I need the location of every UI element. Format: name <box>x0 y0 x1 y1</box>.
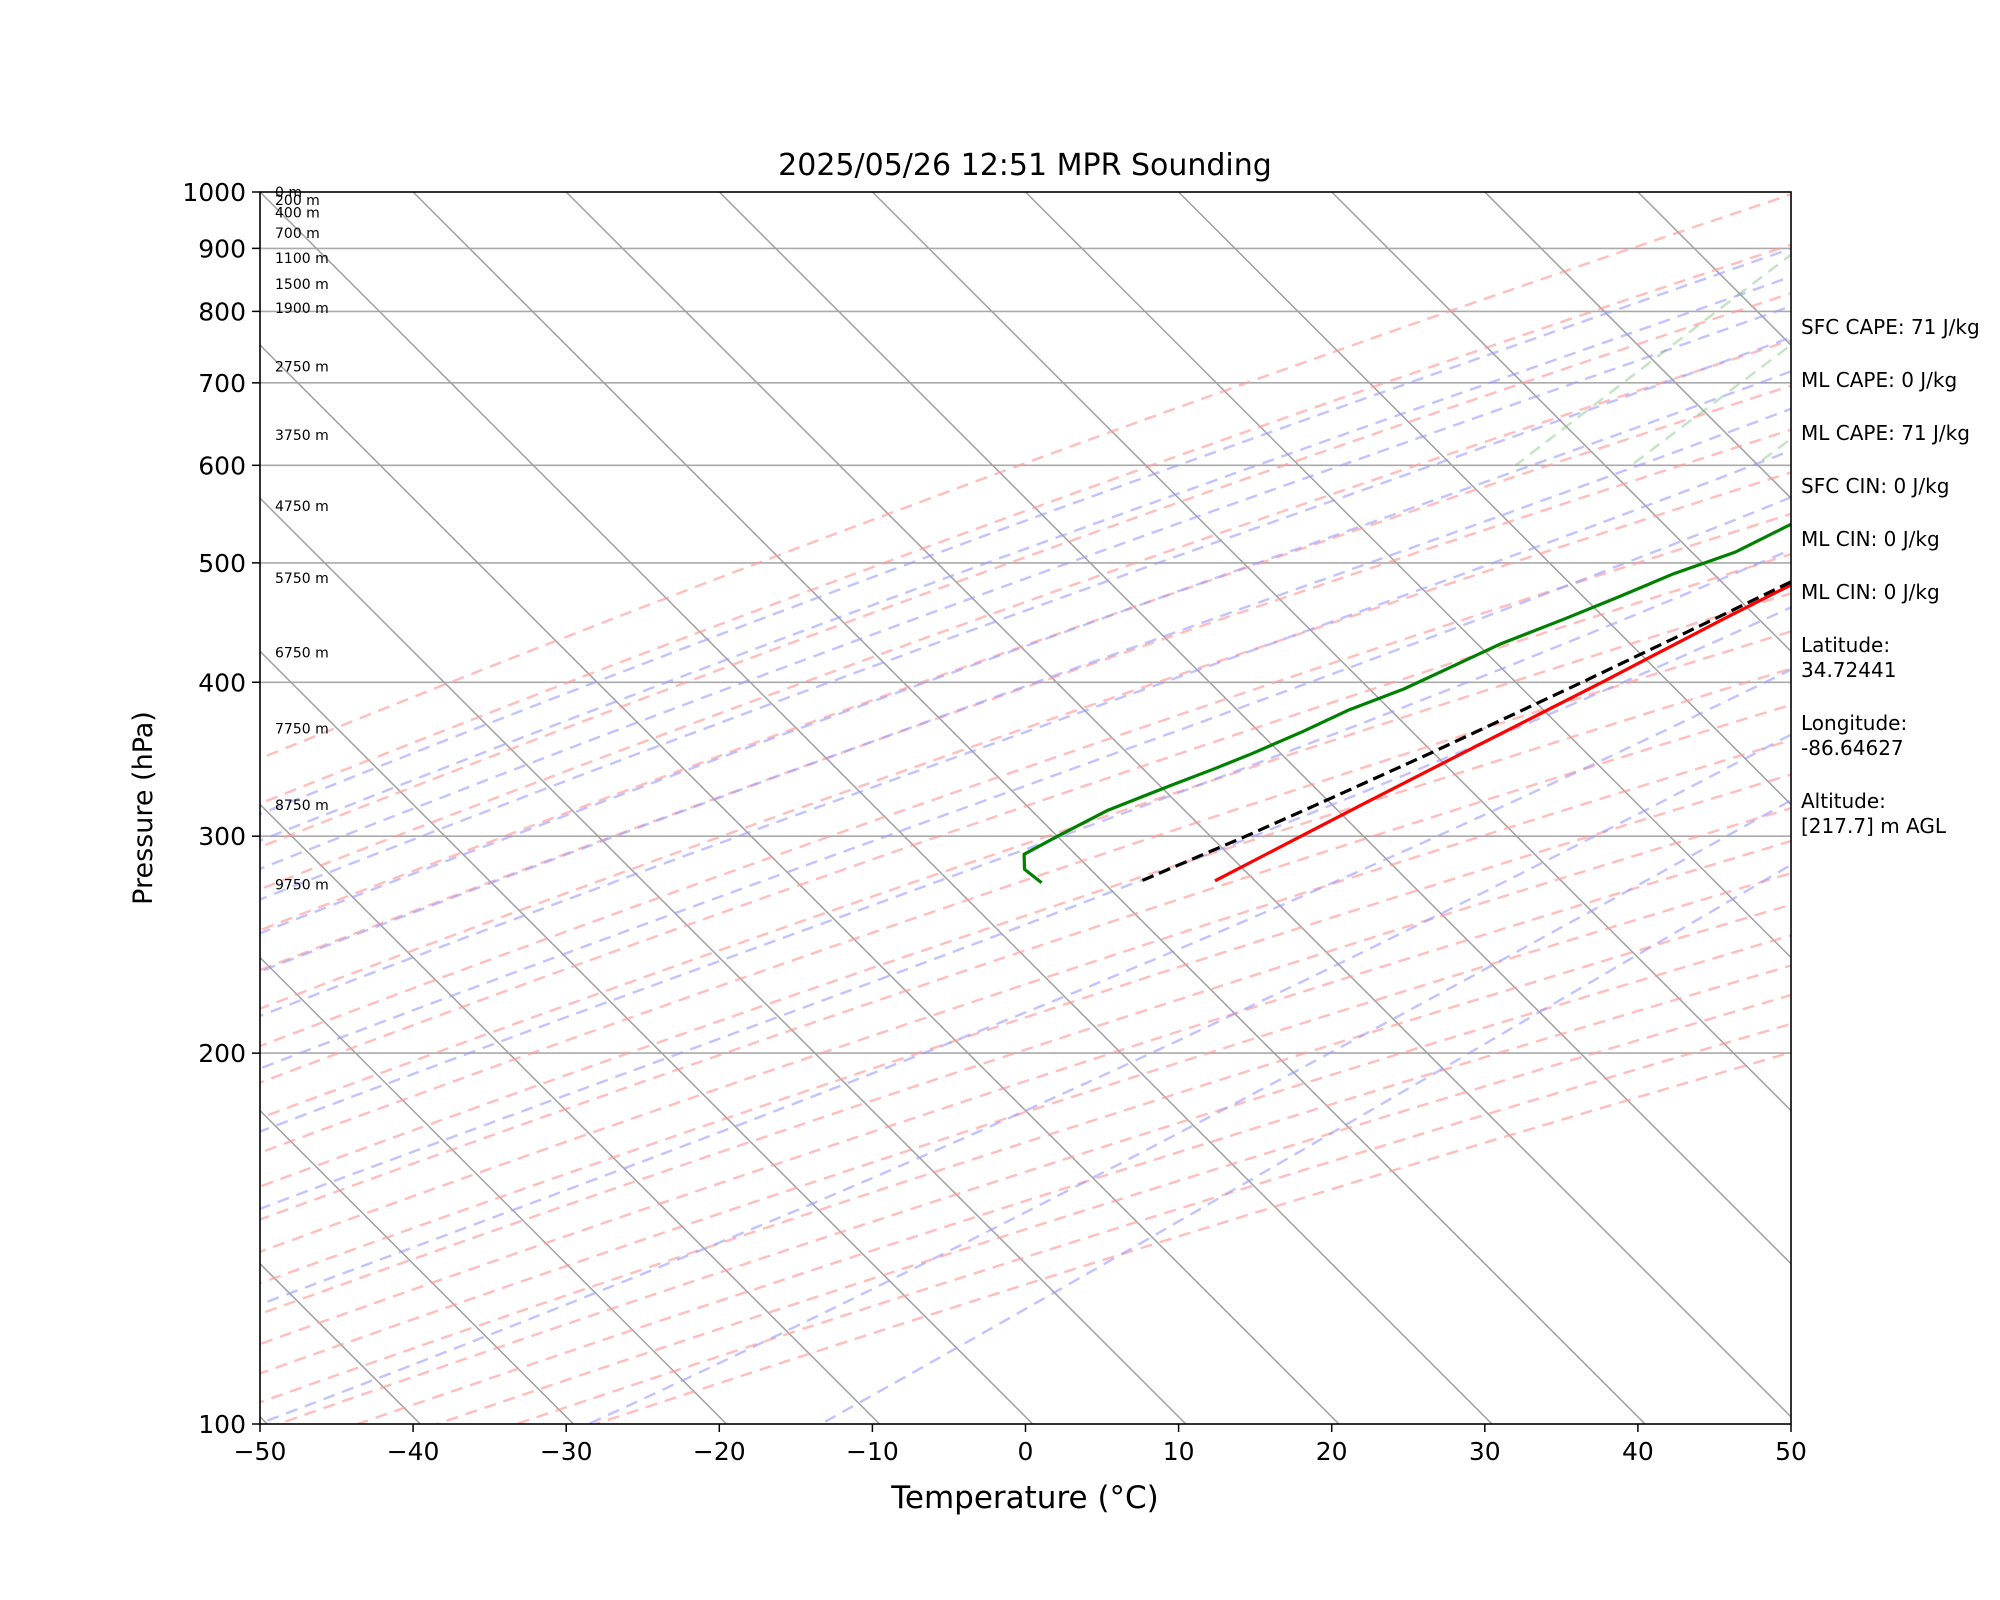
height-label: 400 m <box>275 206 320 222</box>
isotherm-line <box>260 344 1340 1424</box>
isotherm-line <box>1024 192 1791 959</box>
mixing-ratio-line <box>1514 253 1791 467</box>
isotherm-line <box>260 803 881 1424</box>
x-tick-label: 50 <box>1775 1437 1807 1466</box>
background-reference-lines <box>0 192 1791 1424</box>
dry-adiabat-line <box>260 738 1791 1254</box>
x-tick-label: −30 <box>540 1437 593 1466</box>
y-axis-label: Pressure (hPa) <box>128 711 159 905</box>
sounding-parameter: ML CIN: 0 J/kg <box>1801 580 1940 604</box>
isotherm-line <box>1178 192 1791 806</box>
x-tick-label: 0 <box>1018 1437 1034 1466</box>
isotherm-line <box>871 192 1791 1112</box>
height-label: 1500 m <box>275 277 329 293</box>
x-tick-label: −10 <box>846 1437 899 1466</box>
dry-adiabat-line <box>357 964 1791 1424</box>
height-label: 1100 m <box>275 251 329 267</box>
sounding-parameter: Latitude: 34.72441 <box>1801 633 1897 682</box>
isotherm-line <box>260 650 1034 1424</box>
isotherm-line <box>412 192 1646 1424</box>
sounding-parameter: ML CIN: 0 J/kg <box>1801 527 1940 551</box>
height-label: 200 m <box>275 193 320 209</box>
isotherm-line <box>260 1109 574 1424</box>
height-label: 2750 m <box>275 359 329 375</box>
dry-adiabat-line <box>278 934 1791 1424</box>
y-tick-label: 200 <box>198 1039 246 1068</box>
parcel-profile <box>1140 580 1791 883</box>
sounding-parameter: SFC CIN: 0 J/kg <box>1801 474 1950 498</box>
moist-adiabat-line <box>260 304 1791 871</box>
sounding-parameter: Longitude: -86.64627 <box>1801 711 1908 760</box>
dry-adiabat-line <box>260 773 1791 1285</box>
y-axis: 100 200 300 400 500 600 700 800 900 1000 <box>182 178 260 1439</box>
height-label: 700 m <box>275 226 320 242</box>
moist-adiabat-line <box>260 247 1791 816</box>
isotherm-line <box>260 497 1187 1424</box>
moist-adiabat-line <box>260 407 1791 973</box>
sounding-parameters-panel: SFC CAPE: 71 J/kg ML CAPE: 0 J/kg ML CAPE:… <box>1801 315 1996 867</box>
moist-adiabat-line <box>260 606 1791 1211</box>
dry-adiabat-line <box>260 292 1791 849</box>
isotherm-line <box>260 192 1493 1424</box>
x-axis: −50 −40 −30 −20 −10 0 10 20 30 40 50 <box>234 1424 1807 1466</box>
x-axis-label: Temperature (°C) <box>890 1480 1159 1516</box>
dry-adiabat-line <box>260 384 1791 932</box>
x-tick-label: −20 <box>693 1437 746 1466</box>
height-label: 7750 m <box>275 721 329 737</box>
x-tick-label: 20 <box>1316 1437 1348 1466</box>
x-tick-label: 40 <box>1622 1437 1654 1466</box>
isotherm-line <box>1484 192 1791 500</box>
y-tick-label: 1000 <box>182 178 246 207</box>
height-label: 4750 m <box>275 499 329 515</box>
y-tick-label: 700 <box>198 369 246 398</box>
moist-adiabat-line <box>260 733 1791 1424</box>
height-label: 9750 m <box>275 878 329 894</box>
dewpoint-profile <box>1022 522 1791 884</box>
y-tick-label: 500 <box>198 549 246 578</box>
height-label: 0 m <box>275 185 302 201</box>
sounding-parameter: ML CAPE: 71 J/kg <box>1801 421 1970 445</box>
x-tick-label: −40 <box>387 1437 440 1466</box>
height-label: 3750 m <box>275 428 329 444</box>
isotherm-line <box>260 956 728 1424</box>
sounding-parameter: Altitude: [217.7] m AGL <box>1801 789 1947 838</box>
sounding-parameter: SFC CAPE: 71 J/kg <box>1801 315 1980 339</box>
x-tick-label: 10 <box>1163 1437 1195 1466</box>
dry-adiabat-line <box>516 1022 1791 1424</box>
dry-adiabat-line <box>260 871 1791 1375</box>
dry-adiabat-line <box>260 193 1791 760</box>
height-label: 8750 m <box>275 798 329 814</box>
plot-frame <box>259 191 1792 1425</box>
isotherm-line <box>565 192 1791 1418</box>
dry-adiabat-line <box>436 993 1791 1424</box>
y-tick-label: 800 <box>198 297 246 326</box>
sounding-parameter: ML CAPE: 0 J/kg <box>1801 368 1958 392</box>
moist-adiabat-line <box>260 449 1791 1018</box>
dry-adiabat-line <box>260 839 1791 1346</box>
y-tick-label: 100 <box>198 1410 246 1439</box>
dry-adiabat-line <box>260 243 1791 805</box>
x-tick-label: 30 <box>1469 1437 1501 1466</box>
chart-title: 2025/05/26 12:51 MPR Sounding <box>778 148 1272 183</box>
height-label: 1900 m <box>275 301 329 317</box>
moist-adiabat-line <box>260 496 1791 1070</box>
y-tick-label: 900 <box>198 234 246 263</box>
y-tick-label: 400 <box>198 668 246 697</box>
isotherm-line <box>0 192 114 1424</box>
y-tick-label: 300 <box>198 822 246 851</box>
dry-adiabat-line <box>260 338 1791 891</box>
temperature-profile <box>1214 583 1791 883</box>
sounding-profiles <box>1022 522 1791 884</box>
x-tick-label: −50 <box>234 1437 287 1466</box>
height-label: 6750 m <box>275 645 329 661</box>
isotherm-line <box>718 192 1791 1265</box>
dry-adiabat-line <box>260 703 1791 1221</box>
height-label: 5750 m <box>275 571 329 587</box>
y-tick-label: 600 <box>198 451 246 480</box>
